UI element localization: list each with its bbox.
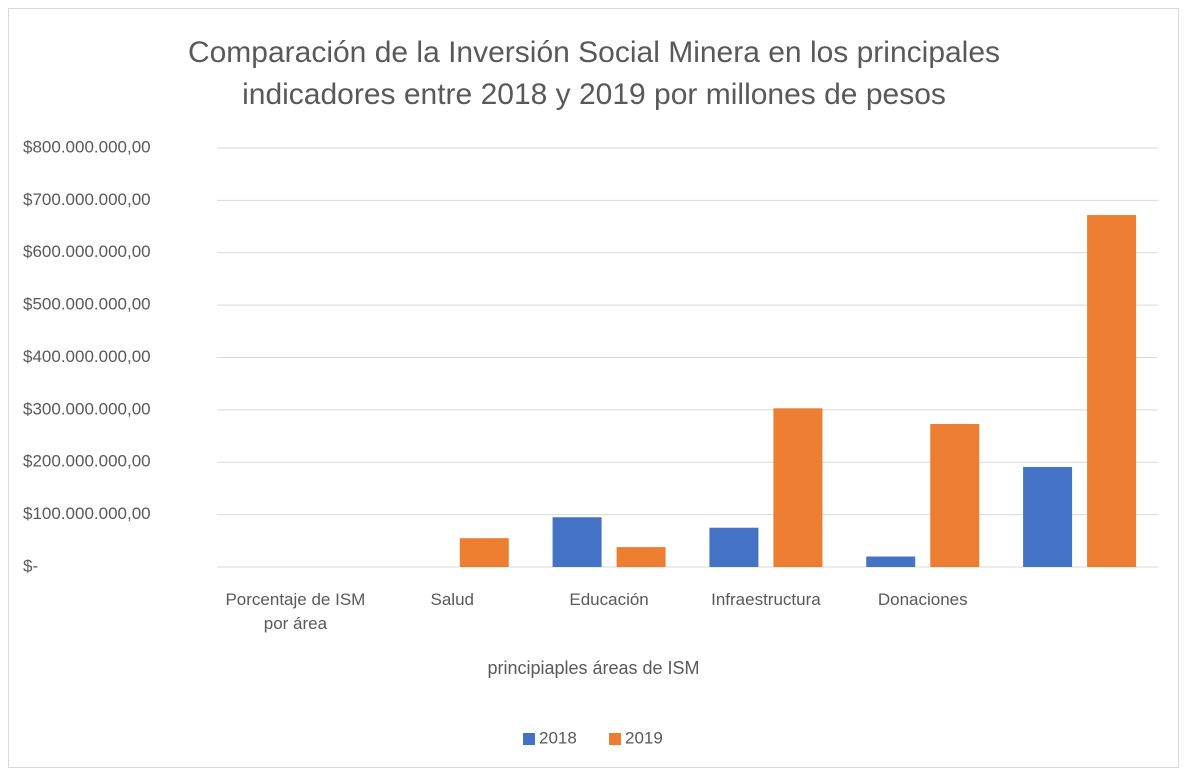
x-tick-label: Porcentaje de ISM por área bbox=[225, 590, 366, 633]
y-tick-label: $800.000.000,00 bbox=[23, 137, 151, 156]
bar bbox=[552, 517, 602, 567]
y-tick-label: $600.000.000,00 bbox=[23, 242, 151, 261]
y-tick-label: $300.000.000,00 bbox=[23, 399, 151, 418]
bar bbox=[459, 538, 509, 567]
y-tick-label: $200.000.000,00 bbox=[23, 452, 151, 471]
x-axis-label: principiaples áreas de ISM bbox=[487, 658, 700, 678]
x-tick-label: Donaciones bbox=[877, 590, 968, 609]
bar bbox=[866, 556, 916, 567]
x-tick-label: Infraestructura bbox=[711, 590, 821, 609]
legend-swatch bbox=[609, 733, 621, 745]
y-tick-label: $- bbox=[23, 556, 38, 575]
legend-label: 2018 bbox=[539, 728, 577, 747]
x-tick-label: Salud bbox=[430, 590, 474, 609]
chart-title: Comparación de la Inversión Social Miner… bbox=[187, 36, 1001, 111]
bar bbox=[709, 527, 759, 567]
y-tick-label: $500.000.000,00 bbox=[23, 295, 151, 314]
bar bbox=[773, 408, 823, 567]
y-tick-label: $100.000.000,00 bbox=[23, 504, 151, 523]
chart-border bbox=[8, 8, 1179, 768]
bar bbox=[1087, 215, 1137, 568]
bar bbox=[1023, 466, 1073, 567]
bar bbox=[616, 547, 666, 567]
x-tick-label: Educación bbox=[569, 590, 649, 609]
legend-label: 2019 bbox=[625, 728, 663, 747]
bar bbox=[930, 424, 980, 567]
legend-swatch bbox=[523, 733, 535, 745]
y-tick-label: $400.000.000,00 bbox=[23, 347, 151, 366]
y-tick-label: $700.000.000,00 bbox=[23, 190, 151, 209]
